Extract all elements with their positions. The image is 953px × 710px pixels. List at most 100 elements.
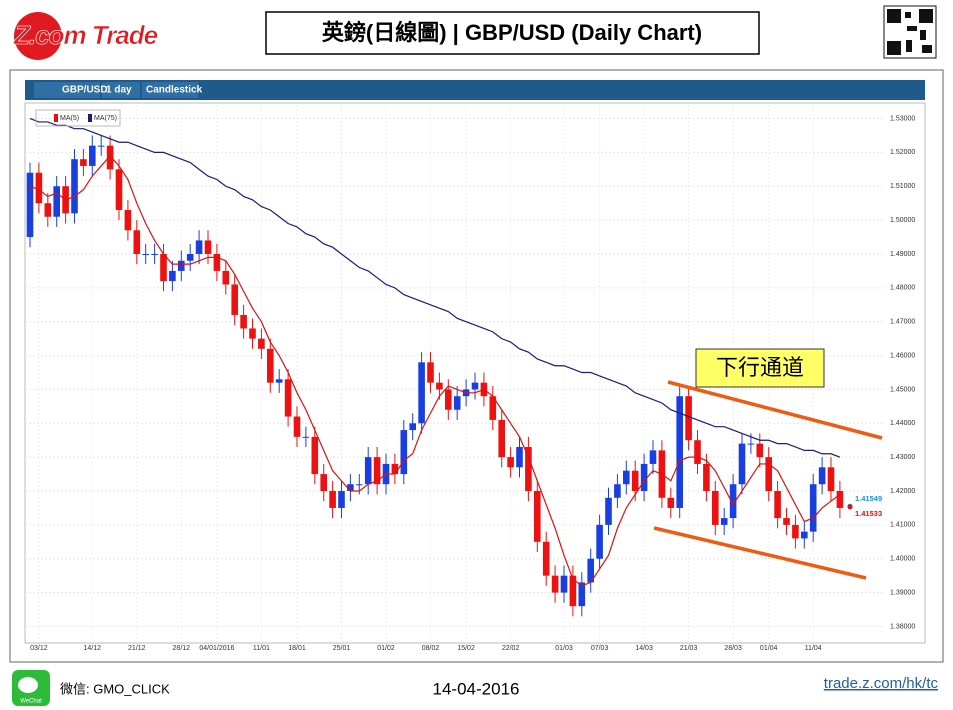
candle-body [827,467,835,492]
x-tick-label: 01/02 [377,645,395,652]
x-tick-label: 03/12 [30,645,48,652]
candle-body [275,379,283,383]
candle-body [356,484,363,486]
candle-body [409,423,416,431]
wechat-id: 微信: GMO_CLICK [60,681,170,696]
candle-body [818,467,826,485]
candle-body [534,491,541,542]
candle-body [507,457,514,468]
chart-title: 英鎊(日線圖) | GBP/USD (Daily Chart) [322,20,702,45]
y-tick-label: 1.53000 [890,115,915,122]
candle-body [809,484,817,532]
toolbar-type[interactable]: Candlestick [146,85,203,96]
period-button[interactable] [102,82,140,98]
channel-upper [667,380,883,440]
toolbar-symbol[interactable]: GBP/USD [62,85,108,96]
price-label: 1.41549 [855,494,882,503]
y-tick-label: 1.47000 [890,319,915,326]
annotation: 下行通道 [716,355,804,380]
candle-body [605,497,612,525]
candle-body [97,145,105,147]
candle-body [685,396,692,441]
candle-body [44,203,52,217]
y-tick-label: 1.41000 [890,522,915,529]
candle-body [489,396,497,420]
candle-body [498,419,505,458]
y-tick-label: 1.49000 [890,251,915,258]
x-tick-label: 14/03 [635,645,653,652]
x-tick-label: 28/12 [173,645,191,652]
candle-body [712,491,719,525]
legend-box [35,109,121,127]
candle-body [453,396,461,410]
candle-body [756,443,764,458]
candle-body [89,145,96,166]
candle-body [596,524,603,559]
candle-body [525,446,532,492]
x-tick-label: 22/02 [502,645,520,652]
symbol-button[interactable] [34,82,100,98]
candle-body [587,558,594,583]
candle-body [418,362,425,424]
x-tick-label: 01/04 [760,645,778,652]
candle-body [71,159,78,214]
y-tick-label: 1.42000 [890,488,915,495]
toolbar-period[interactable]: 1 day [106,85,132,96]
x-tick-label: 11/01 [253,645,270,652]
candle-body [195,240,203,254]
candle-body [667,497,675,508]
candle-body [836,491,844,508]
y-tick-label: 1.38000 [890,623,915,630]
toolbar [25,80,925,100]
candle-body [729,484,737,519]
y-tick-label: 1.48000 [890,285,915,292]
candle-body [231,284,238,315]
x-tick-label: 01/03 [555,645,573,652]
candle-body [765,457,772,492]
candle-body [26,172,34,238]
y-tick-label: 1.51000 [890,183,915,190]
x-tick-label: 04/01/2016 [199,645,234,652]
candle-body [373,457,381,485]
candle-body [124,209,132,231]
candle-body [133,230,141,254]
wechat-label: WeChat [20,699,42,705]
y-tick-label: 1.46000 [890,352,915,359]
x-tick-label: 25/01 [333,645,351,652]
link[interactable]: trade.z.com/hk/tc [824,675,939,692]
candle-body [792,524,799,539]
candle-body [204,240,212,254]
y-tick-label: 1.44000 [890,420,915,427]
legend-label: MA(75) [94,115,117,122]
ma-line [29,117,841,458]
candle-body [249,328,256,339]
candle-body [516,446,523,468]
logo: Z.com Trade [13,20,158,50]
x-tick-label: 21/12 [128,645,146,652]
candle-body [694,440,701,464]
candle-body [142,253,149,255]
candle-body [258,338,265,349]
candle-body [106,145,114,170]
candle-body [703,463,710,492]
type-button[interactable] [142,82,198,98]
candle-body [391,463,399,475]
candle-body [329,491,336,508]
legend-swatch [88,114,92,122]
candle-body [801,531,808,539]
legend-swatch [54,114,58,122]
candle-body [631,470,639,492]
candle-body [267,348,274,383]
candle-body [151,253,158,255]
y-tick-label: 1.52000 [890,149,915,156]
x-tick-label: 18/01 [288,645,306,652]
x-tick-label: 07/03 [591,645,609,652]
candle-body [364,457,372,485]
x-tick-label: 14/12 [84,645,102,652]
date: 14-04-2016 [433,679,520,698]
candle-body [284,379,292,417]
x-tick-label: 28/03 [724,645,742,652]
candle-body [640,463,648,492]
candle-body [400,430,408,475]
